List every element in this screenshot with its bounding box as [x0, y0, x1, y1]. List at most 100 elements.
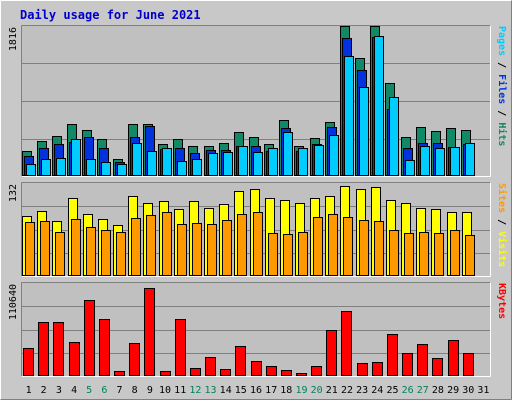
bar-pages-day-7 — [117, 164, 127, 176]
legend-entry: Sites — [496, 183, 508, 213]
bar-pages-day-21 — [329, 135, 339, 176]
bar-kbytes-day-20 — [311, 366, 322, 376]
day-label: 20 — [311, 385, 323, 396]
bar-pages-day-17 — [268, 148, 278, 176]
bar-sites-day-13 — [207, 224, 217, 276]
day-label: 23 — [356, 385, 368, 396]
bar-sites-day-12 — [192, 223, 202, 276]
bar-pages-day-24 — [374, 36, 384, 176]
bar-kbytes-day-12 — [190, 368, 201, 376]
bar-pages-day-19 — [298, 148, 308, 176]
bar-pages-day-9 — [147, 151, 157, 176]
panel-mid-ymax-label: 132 — [8, 184, 19, 202]
bar-kbytes-day-18 — [281, 370, 292, 376]
day-label: 13 — [204, 385, 216, 396]
day-label: 17 — [265, 385, 277, 396]
bar-kbytes-day-2 — [38, 322, 49, 376]
bar-pages-day-1 — [26, 164, 36, 176]
bar-pages-day-26 — [405, 160, 415, 176]
day-label: 28 — [432, 385, 444, 396]
bar-kbytes-day-28 — [432, 358, 443, 376]
bar-pages-day-25 — [389, 97, 399, 176]
day-label: 26 — [402, 385, 414, 396]
bar-kbytes-day-21 — [326, 330, 337, 376]
bar-sites-day-26 — [404, 233, 414, 276]
bar-pages-day-6 — [101, 162, 111, 176]
legend-entry: / — [496, 104, 507, 122]
bar-kbytes-day-14 — [220, 369, 231, 376]
bar-pages-day-18 — [283, 132, 293, 176]
bar-sites-day-7 — [116, 232, 126, 276]
day-label: 15 — [235, 385, 247, 396]
bar-kbytes-day-25 — [387, 334, 398, 376]
bar-sites-day-18 — [283, 234, 293, 276]
bar-pages-day-12 — [192, 159, 202, 176]
bar-kbytes-day-3 — [53, 322, 64, 376]
bar-pages-day-30 — [465, 143, 475, 176]
day-label: 27 — [417, 385, 429, 396]
bar-kbytes-day-6 — [99, 319, 110, 376]
panel-bot: 110640 KBytes — [8, 282, 507, 377]
day-label: 8 — [132, 385, 138, 396]
bar-sites-day-3 — [55, 232, 65, 276]
day-label: 16 — [250, 385, 262, 396]
bar-kbytes-day-8 — [129, 343, 140, 376]
panel-top-legend-label: Pages / Files / Hits — [496, 26, 508, 146]
legend-entry: Files — [496, 74, 508, 104]
day-label: 10 — [159, 385, 171, 396]
day-label: 5 — [86, 385, 92, 396]
day-label: 2 — [41, 385, 47, 396]
panel-top-ymax-label: 1816 — [8, 27, 19, 51]
day-label: 7 — [116, 385, 122, 396]
bar-kbytes-day-24 — [372, 362, 383, 376]
bar-kbytes-day-11 — [175, 319, 186, 376]
bar-sites-day-25 — [389, 230, 399, 276]
panel-bot-legend-label: KBytes — [496, 283, 507, 319]
bar-sites-day-20 — [313, 217, 323, 276]
day-label: 29 — [447, 385, 459, 396]
bar-sites-day-29 — [450, 230, 460, 276]
day-label: 19 — [295, 385, 307, 396]
bar-sites-day-19 — [298, 232, 308, 276]
bar-pages-day-28 — [435, 148, 445, 176]
bar-kbytes-day-23 — [357, 363, 368, 376]
bar-sites-day-28 — [434, 233, 444, 276]
bar-sites-day-24 — [374, 221, 384, 276]
day-label: 25 — [386, 385, 398, 396]
bar-pages-day-11 — [177, 161, 187, 176]
bar-pages-day-8 — [132, 143, 142, 176]
bar-pages-day-15 — [238, 146, 248, 176]
bar-kbytes-day-16 — [251, 361, 262, 376]
panel-top: 1816 Pages / Files / Hits — [8, 25, 508, 177]
bar-sites-day-2 — [40, 221, 50, 276]
bar-pages-day-10 — [162, 148, 172, 176]
bar-kbytes-day-13 — [205, 357, 216, 376]
bar-sites-day-15 — [237, 214, 247, 276]
legend-entry: Visits — [496, 231, 508, 267]
bar-pages-day-22 — [344, 56, 354, 176]
bar-sites-day-27 — [419, 232, 429, 276]
day-label: 9 — [147, 385, 153, 396]
legend-entry: / — [496, 213, 507, 231]
bar-kbytes-day-17 — [266, 366, 277, 376]
bar-kbytes-day-26 — [402, 353, 413, 376]
day-label: 14 — [220, 385, 232, 396]
bar-pages-day-27 — [420, 146, 430, 176]
day-label: 24 — [371, 385, 383, 396]
bar-pages-day-14 — [223, 152, 233, 176]
bar-sites-day-1 — [25, 222, 35, 276]
bar-pages-day-3 — [56, 158, 66, 176]
bar-pages-day-23 — [359, 87, 369, 176]
day-label: 6 — [101, 385, 107, 396]
bar-sites-day-8 — [131, 218, 141, 276]
legend-entry: Pages — [496, 26, 507, 56]
legend-entry: / — [496, 56, 507, 74]
bar-sites-day-23 — [359, 220, 369, 276]
bar-sites-day-9 — [146, 215, 156, 276]
bar-sites-day-5 — [86, 227, 96, 276]
bar-sites-day-16 — [253, 212, 263, 276]
panel-mid-legend-label: Sites / Visits — [496, 183, 508, 267]
day-label: 12 — [189, 385, 201, 396]
bar-kbytes-day-1 — [23, 348, 34, 376]
